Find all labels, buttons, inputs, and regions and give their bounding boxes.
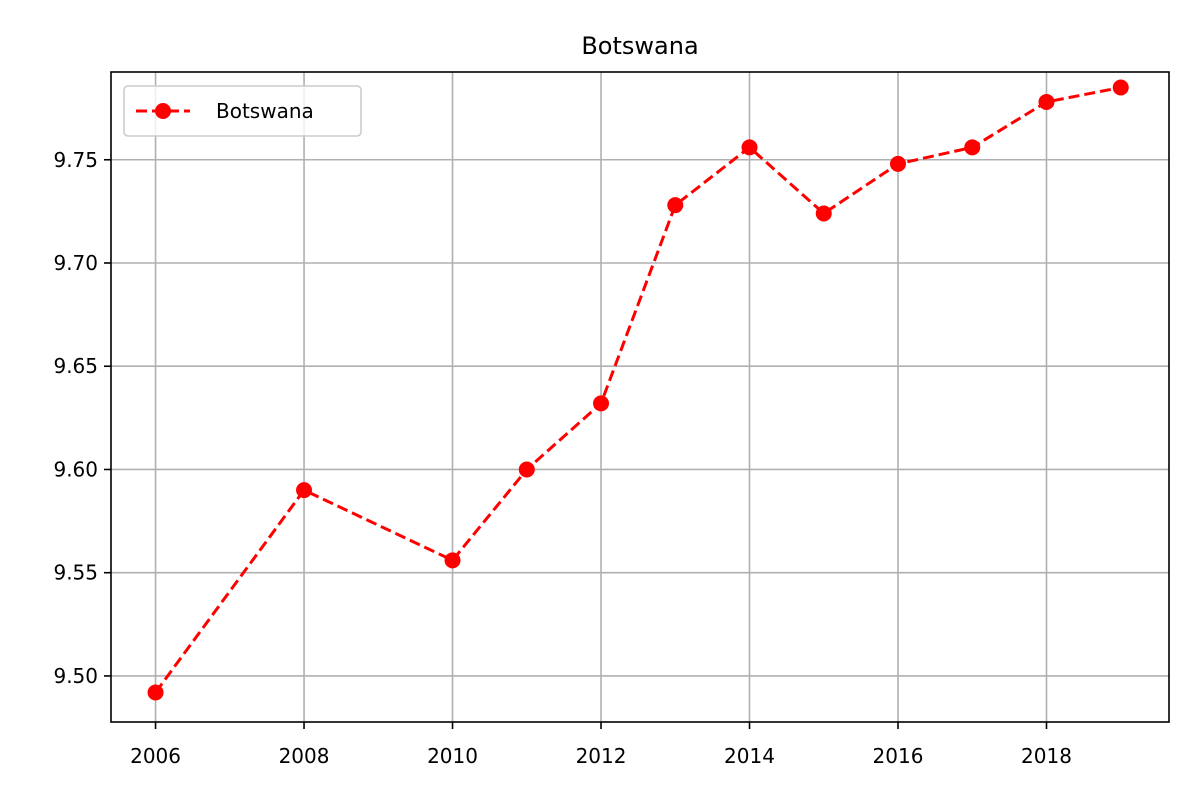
legend: Botswana	[123, 85, 362, 137]
data-point	[815, 205, 832, 222]
chart-title: Botswana	[581, 32, 698, 60]
x-tick-label: 2018	[1021, 744, 1072, 768]
x-tick-label: 2016	[873, 744, 924, 768]
y-tick-label: 9.75	[53, 148, 98, 172]
series-line	[154, 86, 1122, 694]
data-point	[296, 482, 313, 499]
y-axis: 9.50 9.55 9.60 9.65 9.70 9.75	[53, 148, 111, 688]
legend-marker	[155, 103, 171, 119]
y-tick-label: 9.55	[53, 561, 98, 585]
plot-frame	[110, 71, 1170, 723]
data-point	[890, 155, 907, 172]
data-point	[667, 197, 684, 214]
x-tick-label: 2008	[279, 744, 330, 768]
data-point	[444, 552, 461, 569]
data-point	[518, 461, 535, 478]
data-point	[1038, 93, 1055, 110]
series-layer	[147, 79, 1129, 701]
data-point	[147, 684, 164, 701]
y-tick-label: 9.50	[53, 664, 98, 688]
x-tick-label: 2014	[724, 744, 775, 768]
data-point	[964, 139, 981, 156]
x-tick-label: 2006	[130, 744, 181, 768]
x-tick-label: 2010	[427, 744, 478, 768]
x-tick-label: 2012	[576, 744, 627, 768]
legend-box	[123, 85, 362, 137]
y-tick-label: 9.70	[53, 251, 98, 275]
grid-lines	[111, 72, 1169, 722]
data-point	[593, 395, 610, 412]
data-point	[1112, 79, 1129, 96]
legend-label: Botswana	[216, 99, 314, 123]
y-tick-label: 9.60	[53, 457, 98, 481]
y-tick-label: 9.65	[53, 354, 98, 378]
x-axis: 2006 2008 2010 2012 2014 2016 2018	[130, 722, 1072, 768]
data-point	[741, 139, 758, 156]
